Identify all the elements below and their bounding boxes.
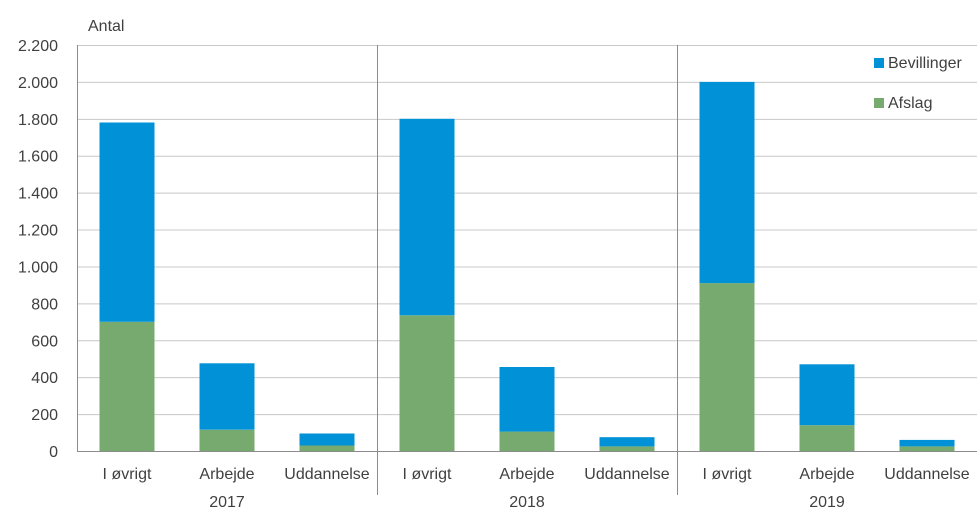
bar-bevillinger-2018-0 [399, 118, 455, 316]
bar-bevillinger-2017-1 [199, 363, 255, 430]
bar-afslag-2019-1 [799, 425, 855, 451]
x-group-label: 2017 [209, 494, 245, 511]
y-axis-title: Antal [88, 18, 124, 35]
y-tick-label: 1.800 [18, 112, 58, 129]
bar-bevillinger-2018-1 [499, 367, 555, 432]
x-group-label: 2018 [509, 494, 545, 511]
axes [77, 45, 977, 495]
legend: Bevillinger Afslag [874, 55, 962, 112]
bar-bevillinger-2017-0 [99, 122, 155, 322]
bar-afslag-2019-0 [699, 283, 755, 451]
x-category-label: I øvrigt [403, 466, 452, 483]
x-category-label: Uddannelse [284, 466, 370, 483]
bars [99, 81, 955, 451]
bar-bevillinger-2019-0 [699, 81, 755, 284]
bar-afslag-2019-2 [899, 446, 955, 451]
bar-afslag-2017-0 [99, 321, 155, 451]
x-axis-labels: I øvrigt Arbejde Uddannelse 2017 I øvrigt Arb… [103, 466, 970, 511]
gridlines [77, 45, 977, 416]
bar-afslag-2018-1 [499, 431, 555, 451]
x-category-label: Arbejde [799, 466, 854, 483]
bar-afslag-2017-2 [299, 445, 355, 451]
y-tick-label: 0 [49, 444, 58, 461]
bar-afslag-2017-1 [199, 429, 255, 451]
legend-label-afslag: Afslag [888, 95, 932, 112]
y-tick-label: 600 [31, 333, 58, 350]
y-tick-label: 2.000 [18, 75, 58, 92]
x-group-label: 2019 [809, 494, 845, 511]
y-tick-label: 1.000 [18, 259, 58, 276]
y-tick-label: 1.600 [18, 149, 58, 166]
y-tick-label: 1.200 [18, 223, 58, 240]
y-tick-label: 800 [31, 296, 58, 313]
x-category-label: Arbejde [499, 466, 554, 483]
legend-swatch-afslag [874, 98, 884, 108]
bar-bevillinger-2017-2 [299, 433, 355, 446]
y-tick-label: 1.400 [18, 186, 58, 203]
bar-afslag-2018-2 [599, 446, 655, 451]
legend-swatch-bevillinger [874, 58, 884, 68]
x-category-label: Arbejde [199, 466, 254, 483]
y-tick-label: 400 [31, 370, 58, 387]
y-axis-tick-labels: 0 200 400 600 800 1.000 1.200 1.400 1.600 1.800 2.… [18, 38, 58, 461]
legend-label-bevillinger: Bevillinger [888, 55, 962, 72]
x-category-label: Uddannelse [584, 466, 670, 483]
x-category-label: I øvrigt [103, 466, 152, 483]
y-tick-label: 200 [31, 407, 58, 424]
y-tick-label: 2.200 [18, 38, 58, 55]
bar-bevillinger-2019-2 [899, 439, 955, 447]
bar-bevillinger-2019-1 [799, 364, 855, 426]
x-category-label: I øvrigt [703, 466, 752, 483]
bar-bevillinger-2018-2 [599, 437, 655, 447]
bar-afslag-2018-0 [399, 315, 455, 451]
x-category-label: Uddannelse [884, 466, 970, 483]
